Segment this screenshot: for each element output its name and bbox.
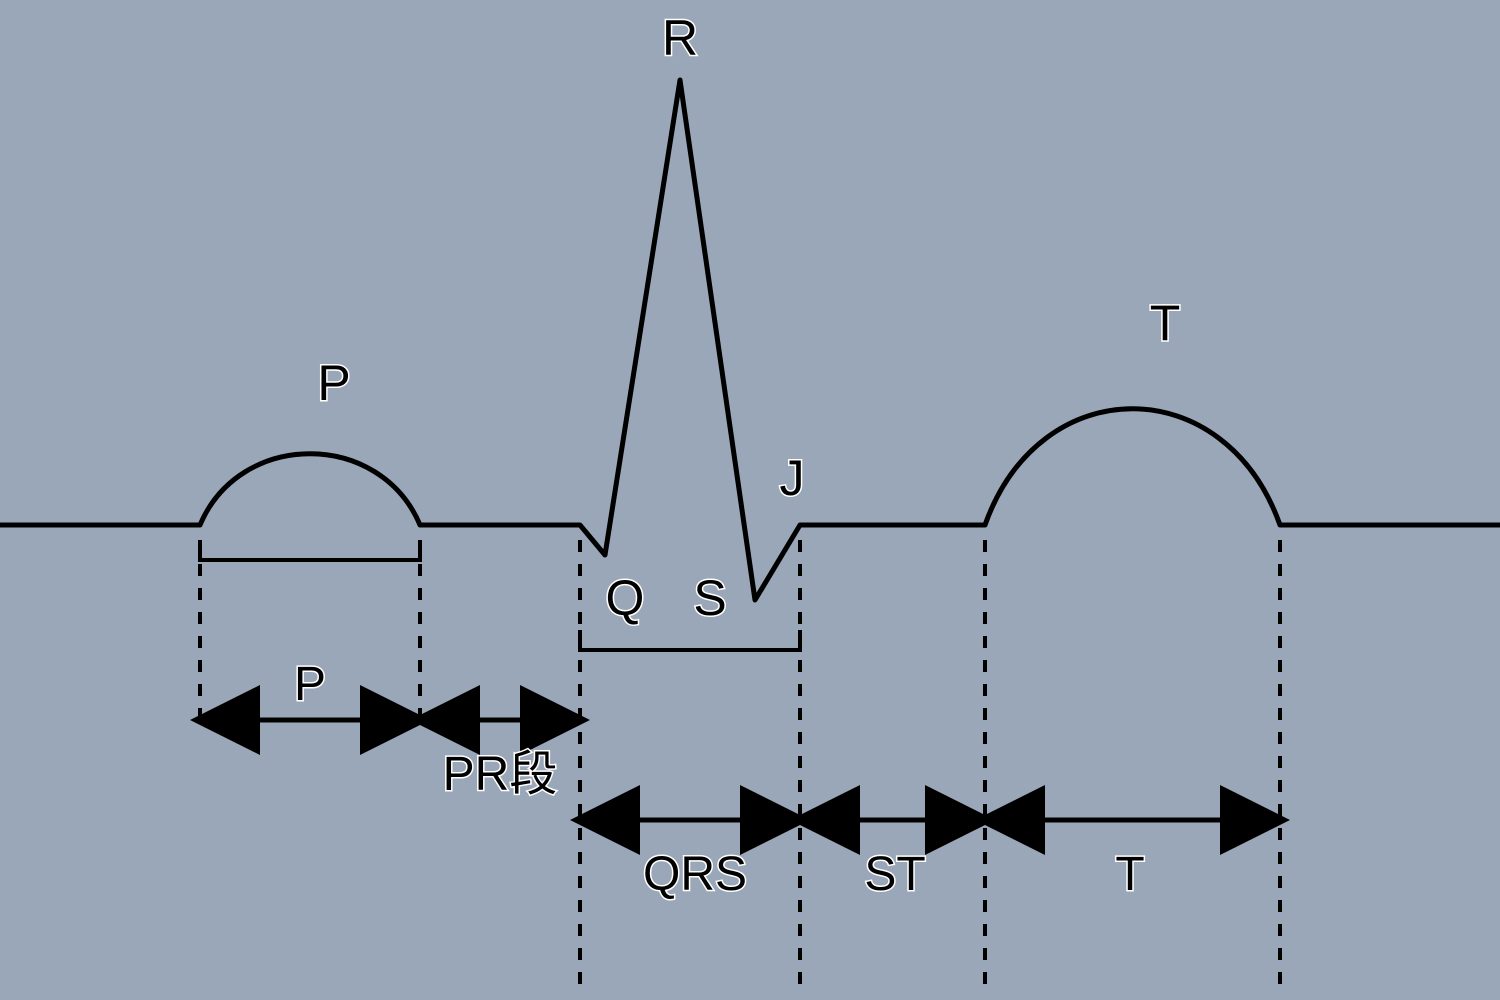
label-pr-segment: PR段 xyxy=(443,748,558,801)
interval-guides xyxy=(200,540,1280,990)
ecg-waveform xyxy=(0,80,1500,600)
bracket xyxy=(200,540,420,560)
label-st-segment: ST xyxy=(864,848,925,901)
label-s-wave: S xyxy=(693,570,726,626)
label-t-interval: T xyxy=(1115,848,1144,901)
ecg-diagram: P R Q S J T P PR段 QRS ST T xyxy=(0,0,1500,1000)
label-r-wave: R xyxy=(662,10,698,66)
label-j-point: J xyxy=(780,450,805,506)
label-t-wave: T xyxy=(1150,295,1181,351)
label-p-wave: P xyxy=(317,355,350,411)
interval-arrows xyxy=(210,720,1270,820)
label-qrs-interval: QRS xyxy=(643,848,747,901)
label-q-wave: Q xyxy=(606,570,645,626)
bracket xyxy=(580,630,800,650)
label-p-interval: P xyxy=(294,658,326,711)
